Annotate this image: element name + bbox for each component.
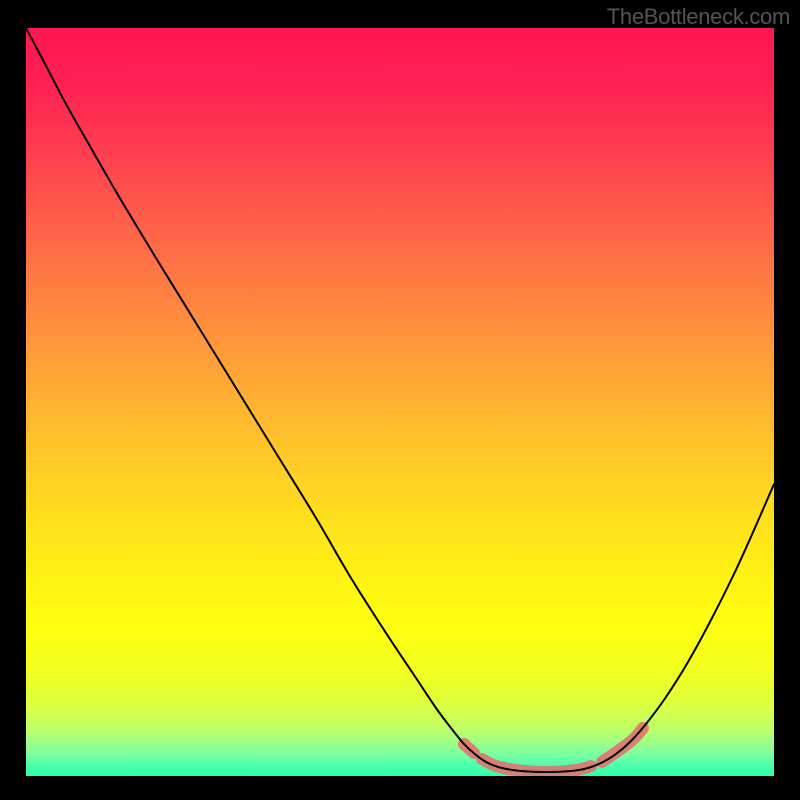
watermark-text: TheBottleneck.com	[607, 4, 790, 30]
bottleneck-curve	[26, 28, 774, 772]
highlight-segment	[602, 728, 643, 762]
curve-overlay	[26, 28, 774, 776]
bottleneck-chart	[26, 28, 774, 776]
